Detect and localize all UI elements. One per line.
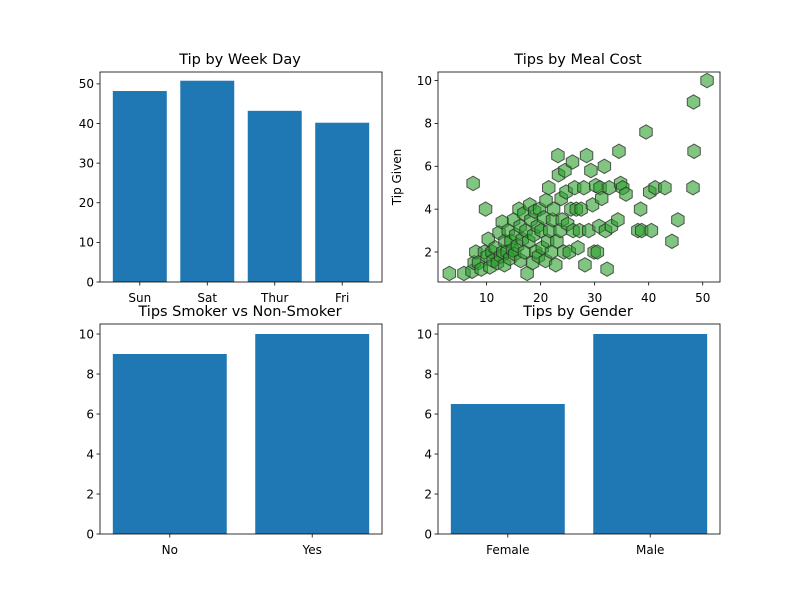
scatter-point — [597, 158, 612, 175]
plot-frame — [99, 71, 383, 283]
scatter-point — [478, 201, 493, 217]
x-tick-label: 40 — [641, 291, 656, 305]
x-tick-label: 10 — [479, 291, 494, 305]
y-tick-label: 8 — [424, 117, 432, 131]
scatter-point — [639, 124, 653, 140]
bar-male — [593, 334, 708, 534]
x-tick-label: Sun — [128, 291, 151, 305]
panel-title: Tips Smoker vs Non-Smoker — [137, 304, 341, 320]
panel-title: Tips by Meal Cost — [513, 52, 642, 68]
x-tick-label: Yes — [302, 543, 322, 557]
y-tick-label: 0 — [424, 527, 432, 541]
x-tick-label: No — [162, 543, 178, 557]
scatter-point — [665, 233, 679, 250]
x-tick-label: Male — [636, 543, 664, 557]
x-tick-label: 50 — [695, 291, 710, 305]
bar-sat — [180, 80, 235, 282]
scatter-point — [619, 186, 633, 202]
scatter-point — [590, 244, 605, 260]
x-tick-label: Sat — [197, 291, 217, 305]
y-tick-label: 10 — [79, 236, 94, 250]
panel-tips-by-meal-cost: Tips by Meal Cost Tip Given 10 20 30 40 50 2 4… — [390, 52, 721, 305]
scatter-point — [549, 257, 563, 273]
y-tick-label: 10 — [79, 327, 94, 341]
scatter-point — [671, 212, 685, 228]
panel-tips-smoker: Tips Smoker vs Non-Smoker No Yes 0 2 4 6 8 10 — [79, 304, 383, 557]
scatter-points — [442, 72, 714, 282]
y-tick-label: 4 — [424, 202, 432, 216]
x-tick-label: Fri — [335, 291, 349, 305]
scatter-point — [551, 147, 565, 164]
y-tick-label: 10 — [417, 74, 432, 88]
scatter-point — [612, 143, 626, 160]
y-tick-label: 8 — [424, 367, 432, 381]
scatter-point — [687, 143, 701, 160]
y-axis-label: Tip Given — [390, 149, 404, 206]
plot-frame — [99, 323, 383, 535]
y-tick-label: 20 — [79, 196, 94, 210]
scatter-point — [579, 147, 594, 164]
scatter-point — [546, 201, 561, 217]
bar-female — [450, 404, 565, 534]
scatter-point — [584, 162, 598, 179]
scatter-point — [578, 257, 592, 273]
y-tick-label: 40 — [79, 117, 94, 131]
panel-tips-by-gender: Tips by Gender Female Male 0 2 4 6 8 10 — [417, 304, 721, 557]
plot-frame — [437, 323, 721, 535]
bar-yes — [255, 334, 370, 534]
scatter-point — [700, 72, 714, 89]
scatter-point — [542, 179, 556, 196]
bar-sun — [112, 91, 167, 283]
y-tick-label: 30 — [79, 156, 94, 170]
y-tick-label: 4 — [424, 447, 432, 461]
x-tick-label: Thur — [260, 291, 289, 305]
bar-no — [112, 354, 227, 534]
scatter-point — [611, 212, 625, 228]
scatter-point — [594, 190, 609, 207]
scatter-point — [442, 265, 457, 282]
bar-thur — [247, 110, 302, 282]
scatter-point — [686, 179, 700, 196]
plot-frame — [437, 71, 721, 283]
scatter-point — [602, 179, 616, 196]
y-tick-label: 2 — [424, 245, 432, 259]
y-tick-label: 8 — [86, 367, 94, 381]
panel-title: Tips by Gender — [522, 304, 633, 320]
scatter-point — [686, 94, 701, 110]
scatter-point — [633, 201, 648, 217]
scatter-point — [574, 201, 588, 217]
y-tick-label: 2 — [424, 487, 432, 501]
panel-title: Tip by Week Day — [178, 52, 301, 68]
scatter-point — [571, 239, 585, 256]
scatter-point — [600, 261, 614, 277]
scatter-point — [658, 179, 672, 196]
y-tick-label: 10 — [417, 327, 432, 341]
y-tick-label: 2 — [86, 487, 94, 501]
y-tick-label: 50 — [79, 77, 94, 91]
scatter-point — [644, 222, 659, 239]
y-tick-label: 6 — [86, 407, 94, 421]
y-tick-label: 4 — [86, 447, 94, 461]
scatter-point — [466, 175, 480, 192]
scatter-point — [565, 154, 580, 170]
y-tick-label: 6 — [424, 160, 432, 174]
y-tick-label: 0 — [86, 527, 94, 541]
y-tick-label: 0 — [86, 275, 94, 289]
y-tick-label: 6 — [424, 407, 432, 421]
panel-tip-by-weekday: Tip by Week Day Sun Sat Thur Fri 0 10 20 30 40 50 — [79, 52, 383, 305]
bar-fri — [315, 122, 370, 282]
scatter-point — [577, 179, 591, 196]
x-tick-label: 30 — [587, 291, 602, 305]
x-tick-label: Female — [486, 543, 529, 557]
x-tick-label: 20 — [533, 291, 548, 305]
